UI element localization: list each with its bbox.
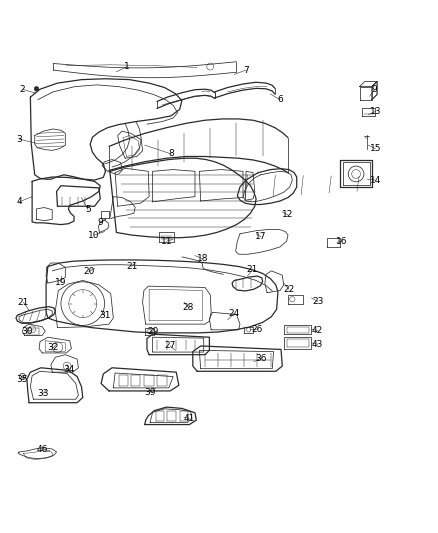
Text: 1: 1 [124, 62, 130, 71]
Text: 18: 18 [197, 254, 208, 263]
Text: 5: 5 [85, 205, 91, 214]
Text: 22: 22 [283, 285, 294, 294]
Text: 11: 11 [161, 237, 173, 246]
Text: 8: 8 [168, 149, 174, 158]
Text: 16: 16 [336, 237, 348, 246]
Circle shape [34, 87, 39, 91]
Text: 31: 31 [99, 311, 110, 320]
Text: 10: 10 [88, 231, 100, 239]
Text: 2: 2 [20, 85, 25, 94]
Text: 14: 14 [370, 175, 381, 184]
Text: 28: 28 [183, 303, 194, 312]
Text: 15: 15 [370, 144, 381, 153]
Text: 32: 32 [47, 343, 59, 352]
Text: 3: 3 [16, 134, 22, 143]
Text: 33: 33 [37, 390, 48, 399]
Text: 35: 35 [17, 375, 28, 384]
Text: 26: 26 [251, 325, 262, 334]
Text: 41: 41 [184, 414, 195, 423]
Text: 29: 29 [147, 327, 158, 336]
Text: 21: 21 [18, 298, 29, 307]
Text: 9: 9 [97, 219, 103, 228]
Text: 27: 27 [164, 342, 176, 351]
Text: 43: 43 [312, 340, 323, 349]
Text: 4: 4 [16, 197, 22, 206]
Text: 23: 23 [312, 297, 323, 306]
Text: 24: 24 [228, 309, 240, 318]
Text: 46: 46 [37, 445, 48, 454]
Text: 21: 21 [126, 262, 138, 271]
Text: 36: 36 [255, 354, 267, 362]
Text: 19: 19 [55, 278, 67, 287]
Text: 9: 9 [371, 85, 377, 94]
Text: 12: 12 [283, 211, 293, 220]
Text: 34: 34 [63, 365, 74, 374]
Text: 6: 6 [277, 95, 283, 104]
Text: 39: 39 [144, 387, 156, 397]
Text: 21: 21 [247, 265, 258, 274]
Text: 20: 20 [83, 267, 95, 276]
Text: 13: 13 [370, 107, 381, 116]
Text: 17: 17 [255, 232, 267, 241]
Text: 7: 7 [243, 66, 249, 75]
Text: 30: 30 [21, 327, 33, 336]
Text: 42: 42 [312, 326, 323, 335]
